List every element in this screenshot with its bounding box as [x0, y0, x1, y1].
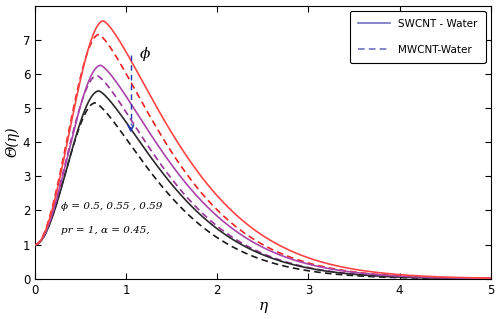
- Text: pr = 1, α = 0.45,: pr = 1, α = 0.45,: [60, 226, 149, 235]
- X-axis label: η: η: [258, 300, 268, 314]
- Text: ϕ = 0.5, 0.55 , 0.59: ϕ = 0.5, 0.55 , 0.59: [60, 202, 162, 211]
- Text: ϕ: ϕ: [140, 48, 150, 62]
- Y-axis label: Θ(η): Θ(η): [6, 127, 20, 158]
- Legend: SWCNT - Water, MWCNT-Water: SWCNT - Water, MWCNT-Water: [350, 11, 486, 63]
